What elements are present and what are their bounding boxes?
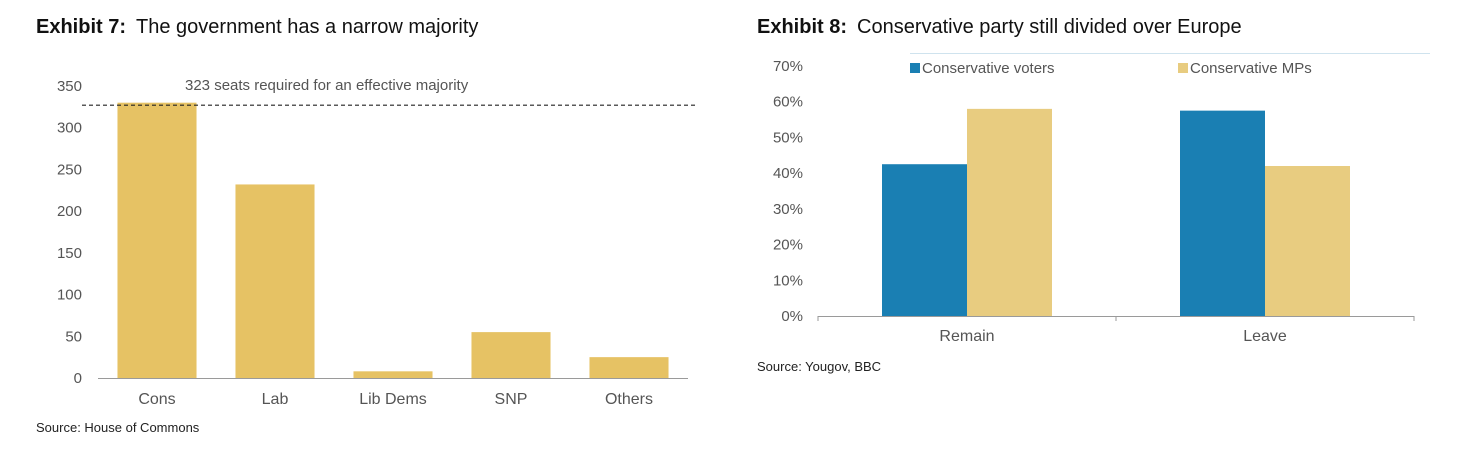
bar xyxy=(471,332,551,378)
x-category-label: Lab xyxy=(262,391,289,408)
exhibit-8-heading: Exhibit 8: Conservative party still divid… xyxy=(757,16,1242,39)
y-tick-label: 100 xyxy=(57,287,82,304)
y-tick-label: 30% xyxy=(773,201,803,218)
x-category-label: Remain xyxy=(939,328,994,345)
y-tick-label: 150 xyxy=(57,245,82,262)
bar xyxy=(353,371,433,378)
y-tick-label: 40% xyxy=(773,165,803,182)
bar xyxy=(967,108,1052,316)
y-tick-label: 60% xyxy=(773,94,803,111)
y-tick-label: 250 xyxy=(57,161,82,178)
x-category-label: Leave xyxy=(1243,328,1287,345)
exhibit-8-label: Exhibit 8: xyxy=(757,16,848,38)
europe-bar-chart: 0% 10% 20% 30% 40% 50% 60% 70% Remain Leave Conser… xyxy=(773,53,1430,345)
exhibit-7-heading: Exhibit 7: The government has a narrow ma… xyxy=(36,16,478,39)
majority-annotation: 323 seats required for an effective majo… xyxy=(185,77,469,94)
bar xyxy=(235,184,315,378)
x-category-label: Cons xyxy=(138,391,175,408)
exhibit-7-panel: Exhibit 7: The government has a narrow ma… xyxy=(0,0,720,461)
bar xyxy=(1180,110,1265,317)
bar xyxy=(117,102,197,378)
y-tick-label: 20% xyxy=(773,237,803,254)
legend-label: Conservative MPs xyxy=(1190,60,1312,77)
exhibit-8-source: Source: Yougov, BBC xyxy=(757,359,882,374)
bar xyxy=(1265,166,1350,316)
x-category-label: Others xyxy=(605,391,653,408)
legend-swatch xyxy=(1178,63,1188,73)
exhibit-7-label: Exhibit 7: xyxy=(36,16,127,38)
exhibit-7-title: The government has a narrow majority xyxy=(136,16,479,38)
bar xyxy=(882,164,967,316)
bar xyxy=(589,357,669,378)
y-tick-label: 0 xyxy=(74,370,82,387)
seats-bar-chart: 0 50 100 150 200 250 300 350 Cons Lab Lib Dems SNP O… xyxy=(57,77,695,408)
exhibit-8-title: Conservative party still divided over Eu… xyxy=(857,16,1242,38)
y-tick-label: 200 xyxy=(57,203,82,220)
exhibit-8-panel: Exhibit 8: Conservative party still divid… xyxy=(720,0,1458,461)
y-tick-label: 50% xyxy=(773,129,803,146)
x-category-label: SNP xyxy=(495,391,528,408)
y-tick-label: 0% xyxy=(781,308,803,325)
y-tick-label: 300 xyxy=(57,120,82,137)
x-category-label: Lib Dems xyxy=(359,391,427,408)
legend-swatch xyxy=(910,63,920,73)
y-tick-label: 50 xyxy=(65,328,82,345)
exhibit-7-source: Source: House of Commons xyxy=(36,420,200,435)
y-tick-label: 350 xyxy=(57,78,82,95)
y-tick-label: 70% xyxy=(773,58,803,75)
y-tick-label: 10% xyxy=(773,272,803,289)
legend-label: Conservative voters xyxy=(922,60,1055,77)
